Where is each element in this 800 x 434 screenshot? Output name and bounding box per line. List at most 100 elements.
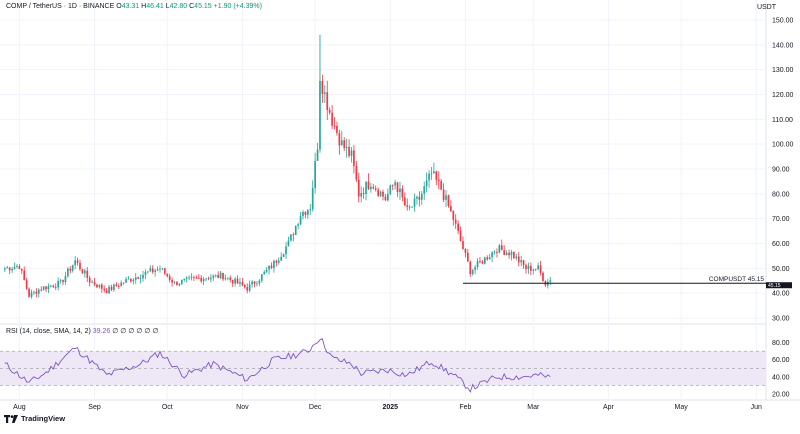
candle-body xyxy=(260,274,263,281)
candle-body xyxy=(86,270,89,278)
candle-body xyxy=(433,171,435,174)
time-tick-label: Nov xyxy=(236,404,249,411)
candle-body xyxy=(452,211,455,220)
candle-body xyxy=(459,230,462,241)
candle-body xyxy=(142,274,144,279)
candle-body xyxy=(515,256,518,259)
candle-body xyxy=(115,284,118,286)
candle-body xyxy=(314,160,316,189)
candle-body xyxy=(120,282,123,287)
candle-body xyxy=(88,277,91,283)
candle-body xyxy=(188,277,190,279)
candle-body xyxy=(180,279,183,284)
candle-body xyxy=(454,219,457,224)
candle-body xyxy=(197,277,200,279)
candle-body xyxy=(292,234,295,236)
candle-body xyxy=(74,260,76,266)
candle-body xyxy=(522,260,525,266)
candle-body xyxy=(343,140,346,148)
candle-body xyxy=(491,252,493,258)
candle-body xyxy=(413,198,416,207)
candle-body xyxy=(316,149,319,161)
candle-body xyxy=(52,285,55,288)
candle-body xyxy=(139,278,142,280)
time-tick-label: Sep xyxy=(88,404,101,411)
symbol-title[interactable]: COMP / TetherUS · 1D · BINANCE xyxy=(6,3,115,10)
candle-body xyxy=(297,224,300,226)
candle-body xyxy=(13,267,16,270)
candle-body xyxy=(105,290,108,294)
candle-body xyxy=(416,196,418,199)
rsi-header: RSI (14, close, SMA, 14, 2) 39.26 ∅ ∅ ∅ … xyxy=(6,327,159,335)
candle-body xyxy=(493,252,496,253)
price-tick-label: 130.00 xyxy=(772,67,794,74)
candle-body xyxy=(399,188,401,193)
candle-body xyxy=(256,283,258,285)
candle-body xyxy=(159,268,161,270)
candle-body xyxy=(64,276,67,283)
candle-body xyxy=(210,277,212,280)
change-value: +1.90 (+4.39%) xyxy=(213,3,262,10)
open-value: 43.31 xyxy=(121,3,140,10)
candle-body xyxy=(360,193,363,197)
candle-body xyxy=(447,195,450,207)
candle-body xyxy=(508,252,510,256)
candle-body xyxy=(323,92,326,94)
candle-body xyxy=(464,248,467,253)
candle-body xyxy=(166,273,169,277)
tradingview-branding[interactable]: TradingView xyxy=(4,414,65,423)
candle-body xyxy=(549,280,552,282)
high-label: H xyxy=(141,3,147,10)
candle-body xyxy=(486,257,489,260)
candle-body xyxy=(268,265,270,270)
candle-body xyxy=(302,211,304,217)
candle-body xyxy=(30,292,33,297)
candle-body xyxy=(62,280,64,283)
candle-body xyxy=(503,249,506,255)
candle-body xyxy=(445,195,447,200)
candle-body xyxy=(214,274,217,276)
candle-body xyxy=(108,286,110,294)
candle-body xyxy=(103,288,106,291)
candle-body xyxy=(20,269,23,271)
candle-body xyxy=(370,186,372,190)
candle-body xyxy=(336,125,338,134)
candle-body xyxy=(435,171,438,180)
symbol-header: COMP / TetherUS · 1D · BINANCE O43.31 H4… xyxy=(6,3,262,10)
candle-body xyxy=(69,268,72,271)
price-line-axis-badge xyxy=(766,282,792,289)
price-tick-label: 70.00 xyxy=(772,216,790,223)
candle-body xyxy=(71,265,74,271)
candle-body xyxy=(520,260,523,263)
price-line-label: COMPUSDT 45.15 xyxy=(709,276,765,283)
candle-body xyxy=(253,281,256,284)
candle-body xyxy=(205,278,207,280)
candle-body xyxy=(81,269,84,274)
candle-body xyxy=(299,216,302,225)
low-label: L xyxy=(165,3,170,10)
candle-body xyxy=(163,268,166,274)
candle-body xyxy=(137,277,140,279)
candle-body xyxy=(168,276,171,280)
price-tick-label: 100.00 xyxy=(772,142,794,149)
candle-body xyxy=(377,189,380,196)
candle-body xyxy=(539,265,542,273)
candle-body xyxy=(270,265,273,268)
time-tick-label: 2025 xyxy=(382,404,398,411)
candle-body xyxy=(333,125,336,127)
candle-body xyxy=(476,261,479,268)
candle-body xyxy=(161,268,164,270)
candle-body xyxy=(234,278,236,284)
rsi-label[interactable]: RSI (14, close, SMA, 14, 2) xyxy=(6,328,91,335)
candle-body xyxy=(328,109,331,113)
candle-body xyxy=(457,223,459,231)
candle-body xyxy=(273,260,275,268)
candle-body xyxy=(25,280,28,289)
candle-body xyxy=(130,278,132,282)
price-line-axis-value: 45.15 xyxy=(768,283,781,289)
price-tick-label: 120.00 xyxy=(772,92,794,99)
candle-body xyxy=(394,182,396,186)
candle-body xyxy=(287,240,290,247)
